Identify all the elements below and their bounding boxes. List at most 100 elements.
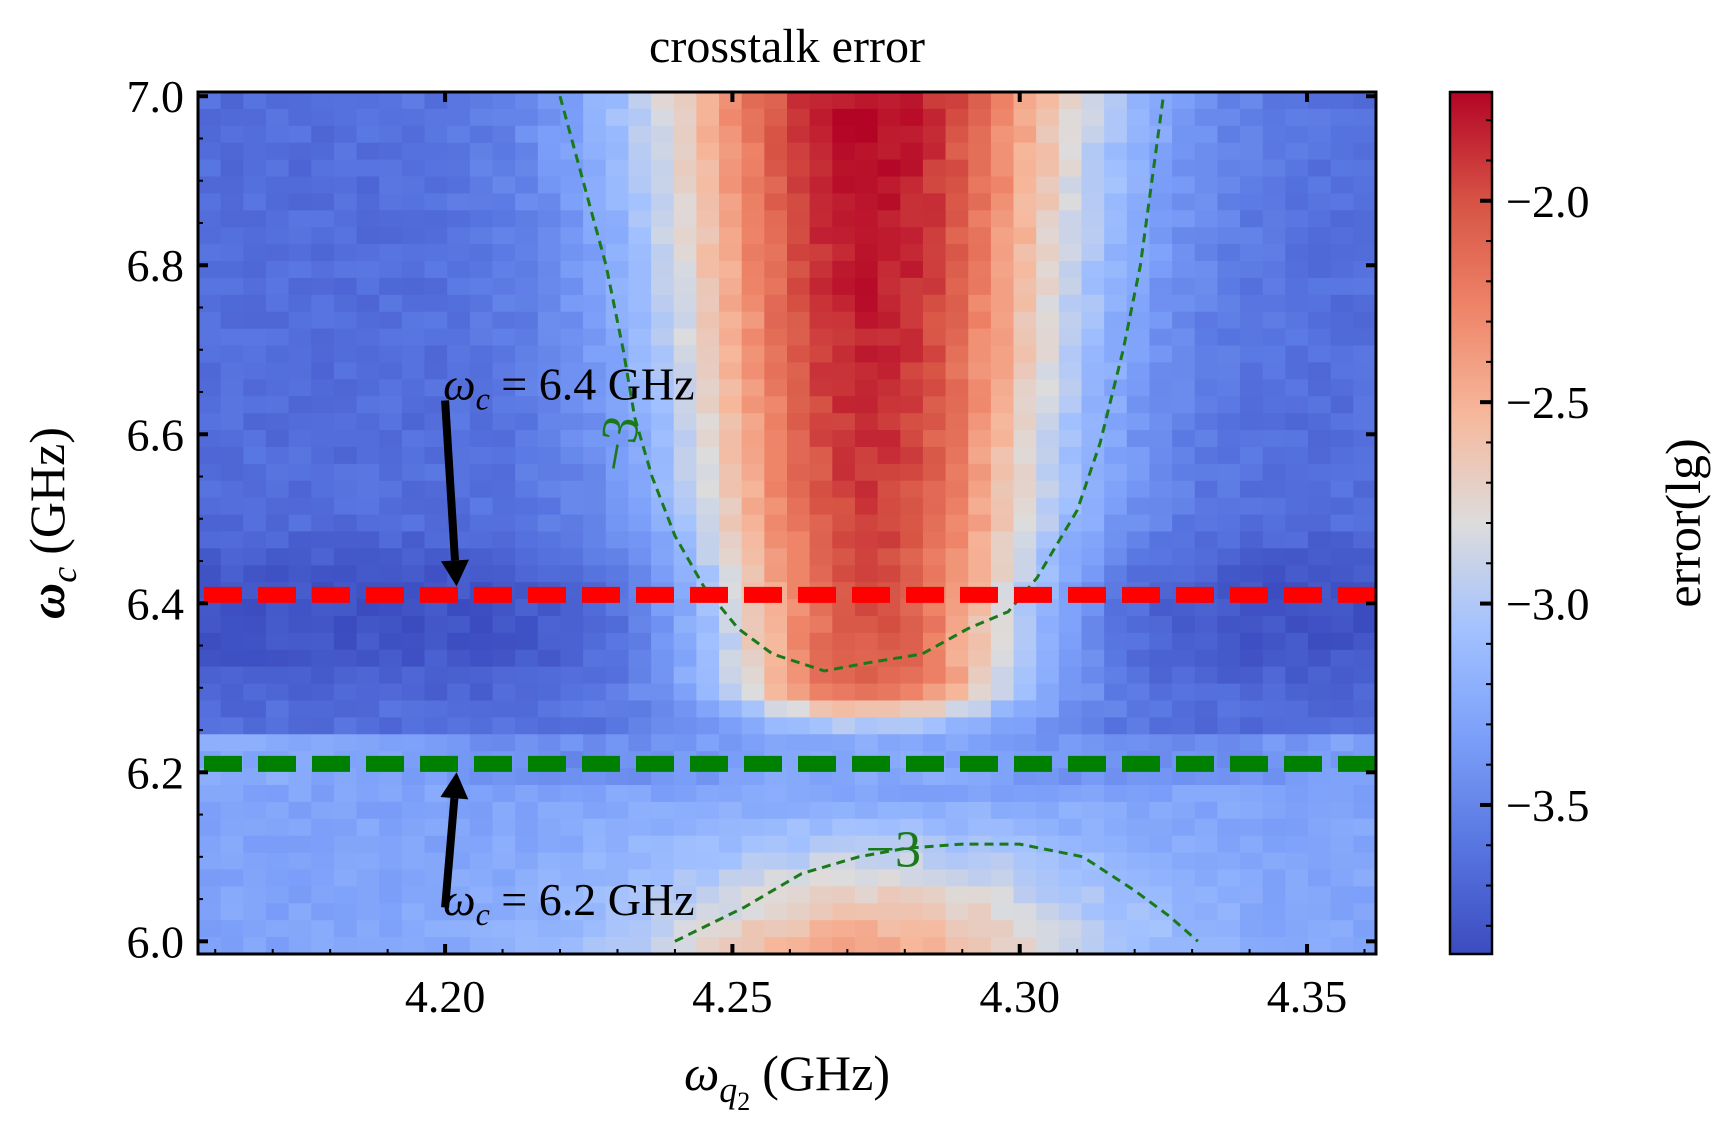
- heatmap-cell: [1240, 497, 1264, 516]
- heatmap-cell: [605, 801, 630, 820]
- heatmap-cell: [469, 666, 494, 685]
- heatmap-cell: [560, 362, 584, 380]
- heatmap-cell: [401, 852, 426, 871]
- heatmap-cell: [1013, 142, 1037, 161]
- heatmap-cell: [265, 937, 290, 954]
- heatmap-cell: [311, 480, 335, 499]
- heatmap-cell: [1308, 514, 1332, 533]
- heatmap-cell: [1149, 345, 1173, 364]
- heatmap-cell: [1217, 514, 1241, 533]
- heatmap-cell: [1262, 852, 1286, 871]
- heatmap-cell: [1262, 294, 1286, 313]
- heatmap-cell: [651, 294, 675, 313]
- heatmap-cell: [1353, 886, 1376, 904]
- heatmap-cell: [968, 548, 992, 566]
- heatmap-cell: [854, 108, 879, 127]
- heatmap-cell: [1353, 446, 1376, 465]
- heatmap-cell: [990, 903, 1015, 921]
- heatmap-cell: [311, 784, 335, 803]
- heatmap-cell: [854, 886, 879, 904]
- heatmap-cell: [265, 649, 290, 668]
- heatmap-cell: [220, 683, 244, 702]
- heatmap-cell: [832, 193, 856, 211]
- heatmap-cell: [945, 176, 969, 195]
- heatmap-cell: [1013, 548, 1037, 566]
- heatmap-cell: [1262, 244, 1286, 262]
- heatmap-cell: [243, 159, 267, 178]
- heatmap-cell: [1058, 142, 1083, 161]
- heatmap-cell: [1036, 244, 1060, 262]
- heatmap-cell: [311, 362, 335, 380]
- heatmap-cell: [1194, 125, 1219, 144]
- heatmap-cell: [1308, 463, 1332, 482]
- heatmap-cell: [1240, 717, 1264, 735]
- heatmap-cell: [198, 193, 222, 211]
- heatmap-cell: [1217, 142, 1241, 161]
- heatmap-cell: [990, 463, 1015, 482]
- heatmap-cell: [809, 244, 833, 262]
- heatmap-cell: [1194, 277, 1219, 296]
- heatmap-cell: [832, 430, 856, 448]
- heatmap-cell: [220, 142, 244, 161]
- heatmap-cell: [537, 92, 562, 110]
- heatmap-cell: [900, 413, 924, 431]
- heatmap-cell: [809, 632, 833, 651]
- heatmap-cell: [560, 615, 584, 634]
- heatmap-cell: [288, 480, 312, 499]
- heatmap-cell: [1081, 869, 1105, 887]
- heatmap-cell: [288, 937, 312, 954]
- heatmap-cell: [1194, 345, 1219, 364]
- heatmap-cell: [900, 379, 924, 397]
- heatmap-cell: [1172, 514, 1196, 533]
- heatmap-cell: [922, 446, 947, 465]
- heatmap-cell: [605, 835, 630, 854]
- heatmap-cell: [288, 852, 312, 871]
- heatmap-cell: [651, 937, 675, 954]
- heatmap-cell: [583, 666, 607, 685]
- heatmap-cell: [1126, 210, 1151, 228]
- heatmap-cell: [651, 311, 675, 330]
- heatmap-cell: [787, 531, 811, 549]
- y-axis-ticks: 6.06.26.46.66.87.0: [127, 71, 1376, 967]
- heatmap-cell: [741, 599, 765, 617]
- heatmap-cell: [537, 801, 562, 820]
- heatmap-cell: [1172, 193, 1196, 211]
- heatmap-cell: [265, 261, 290, 279]
- heatmap-cell: [1058, 666, 1083, 685]
- heatmap-cell: [651, 210, 675, 228]
- heatmap-cell: [922, 666, 947, 685]
- heatmap-cell: [492, 463, 516, 482]
- heatmap-cell: [787, 615, 811, 634]
- heatmap-cell: [1330, 446, 1354, 465]
- heatmap-cell: [854, 548, 879, 566]
- heatmap-cell: [945, 277, 969, 296]
- heatmap-cell: [1217, 818, 1241, 837]
- heatmap-cell: [311, 649, 335, 668]
- heatmap-cell: [1104, 311, 1128, 330]
- heatmap-cell: [515, 176, 539, 195]
- heatmap-cell: [741, 294, 765, 313]
- heatmap-cell: [515, 683, 539, 702]
- heatmap-cell: [832, 413, 856, 431]
- heatmap-cell: [220, 362, 244, 380]
- heatmap-cell: [809, 531, 833, 549]
- heatmap-cell: [900, 345, 924, 364]
- heatmap-cell: [220, 649, 244, 668]
- heatmap-cell: [1240, 599, 1264, 617]
- heatmap-cell: [809, 311, 833, 330]
- heatmap-cell: [990, 497, 1015, 516]
- heatmap-cell: [809, 413, 833, 431]
- heatmap-cell: [1149, 92, 1173, 110]
- heatmap-cell: [900, 480, 924, 499]
- heatmap-cell: [1217, 768, 1241, 786]
- heatmap-cell: [990, 548, 1015, 566]
- heatmap-cell: [311, 835, 335, 854]
- heatmap-cell: [1262, 227, 1286, 245]
- heatmap-cell: [1058, 869, 1083, 887]
- heatmap-cell: [515, 835, 539, 854]
- heatmap-cell: [288, 463, 312, 482]
- heatmap-cell: [1353, 480, 1376, 499]
- heatmap-cell: [356, 210, 380, 228]
- heatmap-cell: [945, 920, 969, 938]
- heatmap-cell: [243, 886, 267, 904]
